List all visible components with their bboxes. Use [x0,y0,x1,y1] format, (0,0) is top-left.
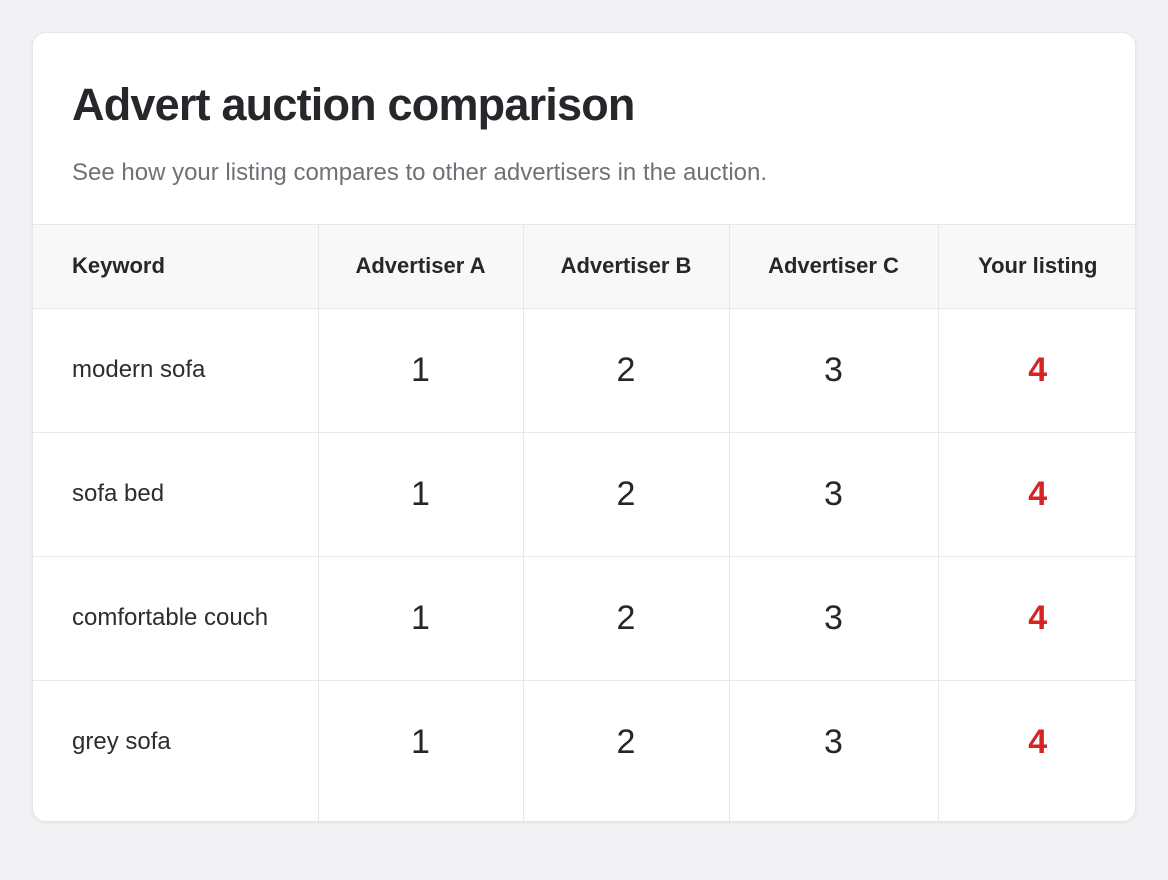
header-row: Keyword Advertiser A Advertiser B Advert… [33,225,1135,309]
advertiser-b-rank: 2 [523,556,730,681]
advertiser-b-rank: 2 [523,308,730,433]
keyword-cell: comfortable couch [33,556,319,681]
advertiser-c-rank: 3 [729,308,939,433]
advertiser-c-rank: 3 [729,556,939,681]
table-row: comfortable couch 1 2 3 4 [33,556,1135,681]
your-listing-rank: 4 [938,308,1135,433]
column-header-advertiser-b: Advertiser B [523,225,730,309]
advertiser-b-rank: 2 [523,680,730,821]
page-title: Advert auction comparison [72,79,635,130]
page-subtitle: See how your listing compares to other a… [72,159,768,186]
advertiser-a-rank: 1 [318,432,524,557]
advertiser-c-rank: 3 [729,432,939,557]
your-listing-rank: 4 [1028,722,1048,761]
table-header: Keyword Advertiser A Advertiser B Advert… [33,225,1135,309]
card-header: Advert auction comparison See how your l… [33,33,1135,225]
table-body: modern sofa 1 2 3 4 sofa bed 1 2 3 4 com… [33,308,1135,821]
auction-comparison-card: Advert auction comparison See how your l… [32,32,1136,822]
column-header-advertiser-a: Advertiser A [318,225,524,309]
keyword-cell: grey sofa [33,680,319,821]
table-row: grey sofa 1 2 3 4 [33,680,1135,821]
auction-table: Keyword Advertiser A Advertiser B Advert… [33,225,1135,821]
column-header-your-listing: Your listing [938,225,1135,309]
your-listing-rank: 4 [938,556,1135,681]
advertiser-b-rank: 2 [523,432,730,557]
keyword-cell: sofa bed [33,432,319,557]
table-row: sofa bed 1 2 3 4 [33,432,1135,557]
advertiser-a-rank: 1 [318,680,524,821]
advertiser-a-rank: 1 [318,556,524,681]
advertiser-a-rank: 1 [318,308,524,433]
advertiser-c-rank: 3 [729,680,939,821]
column-header-advertiser-c: Advertiser C [729,225,939,309]
table-row: modern sofa 1 2 3 4 [33,308,1135,433]
your-listing-rank: 4 [938,432,1135,557]
column-header-keyword: Keyword [33,225,319,309]
keyword-cell: modern sofa [33,308,319,433]
